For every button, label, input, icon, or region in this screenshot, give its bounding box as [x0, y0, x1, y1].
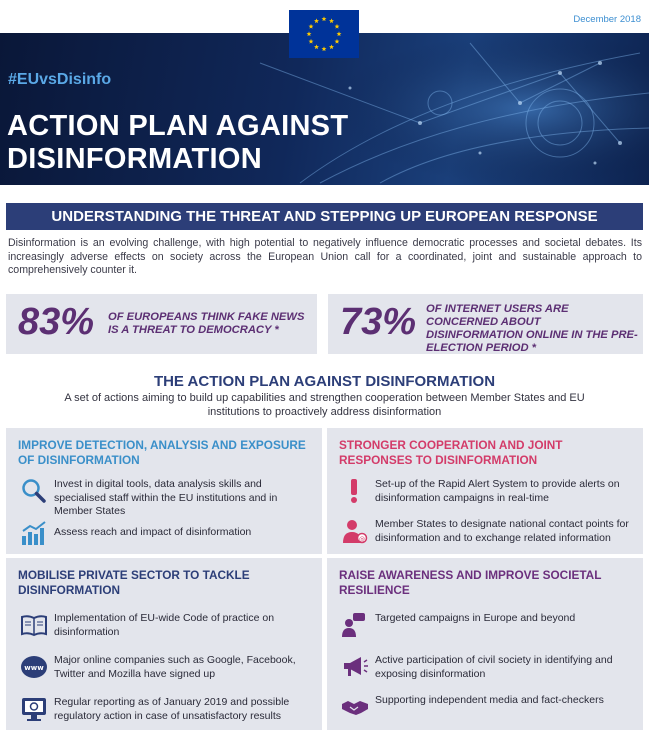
pillar-item-text: Major online companies such as Google, F… [54, 654, 296, 680]
svg-text:@: @ [359, 536, 365, 543]
stat-value: 73% [340, 301, 417, 343]
stat-value: 83% [18, 301, 95, 343]
eu-star [314, 18, 319, 24]
eu-star [308, 23, 314, 29]
pillar-private-sector: Mobilise private sector to tackle disinf… [6, 558, 322, 730]
bar-chart-icon [22, 521, 46, 545]
exclamation-icon [351, 479, 357, 503]
pillar-item-text: Targeted campaigns in Europe and beyond [375, 612, 576, 624]
publication-date: December 2018 [573, 14, 641, 25]
eu-star [329, 44, 334, 50]
eu-star [336, 31, 342, 37]
eu-star [308, 38, 314, 44]
contact-person-icon: @ [343, 520, 368, 544]
pillar-item-text: Regular reporting as of January 2019 and… [54, 696, 290, 722]
pillar-detection: Improve detection, analysis and exposure… [6, 428, 322, 554]
banner-background-art [250, 33, 649, 185]
pillar-title: Improve detection, analysis and exposure… [18, 438, 306, 467]
pillar-item-text: Set-up of the Rapid Alert System to prov… [375, 478, 620, 504]
plan-subtitle: A set of actions aiming to build up capa… [64, 392, 585, 418]
svg-text:www: www [24, 664, 44, 672]
www-icon: www [21, 656, 47, 678]
pillar-cooperation: Stronger cooperation and joint responses… [327, 428, 643, 554]
plan-title: THE ACTION PLAN AGAINST DISINFORMATION [153, 373, 496, 390]
section-heading: UNDERSTANDING THE THREAT AND STEPPING UP… [6, 203, 643, 230]
people-talk-icon [342, 613, 365, 637]
pillar-title: Mobilise private sector to tackle disinf… [18, 568, 250, 597]
pillar-title: Raise awareness and improve societal res… [339, 568, 602, 597]
hashtag: #EUvsDisinfo [8, 71, 112, 88]
eu-flag-logo [289, 10, 359, 58]
pillar-item-text: Implementation of EU-wide Code of practi… [54, 612, 275, 638]
page-title-line-1: ACTION PLAN AGAINST [7, 110, 349, 142]
handshake-icon [342, 701, 368, 715]
eu-star [334, 38, 340, 44]
monitor-report-icon [22, 698, 46, 721]
eu-star [329, 18, 334, 24]
pillar-item-text: Active participation of civil society in… [375, 654, 613, 680]
megaphone-icon [344, 657, 368, 676]
book-icon [21, 615, 47, 637]
pillar-item-text: Assess reach and impact of disinformatio… [54, 526, 252, 538]
stat-card: 83% of Europeans think fake news is a th… [6, 294, 317, 354]
intro-paragraph: Disinformation is an evolving challenge,… [8, 237, 642, 276]
header-banner: #EUvsDisinfo ACTION PLAN AGAINST DISINFO… [0, 33, 649, 185]
pillar-title: Stronger cooperation and joint responses… [339, 438, 563, 467]
magnifier-icon [22, 479, 46, 503]
stat-card: 73% of internet users are concerned abou… [328, 294, 643, 354]
eu-star [321, 46, 327, 52]
stat-text: of Europeans think fake news is a threat… [108, 311, 305, 336]
pillar-awareness: Raise awareness and improve societal res… [327, 558, 643, 730]
pillar-item-text: Member States to designate national cont… [375, 518, 629, 544]
eu-star [306, 31, 312, 37]
eu-star [314, 44, 319, 50]
pillar-item-text: Invest in digital tools, data analysis s… [54, 478, 278, 517]
eu-star [334, 23, 340, 29]
page-title: ACTION PLAN AGAINST DISINFORMATION [7, 110, 348, 176]
page-title-line-2: DISINFORMATION [7, 143, 262, 175]
eu-stars-icon [306, 16, 342, 52]
stat-text: of internet users are concerned about di… [426, 303, 638, 354]
eu-star [321, 16, 327, 22]
pillar-item-text: Supporting independent media and fact-ch… [375, 694, 604, 706]
